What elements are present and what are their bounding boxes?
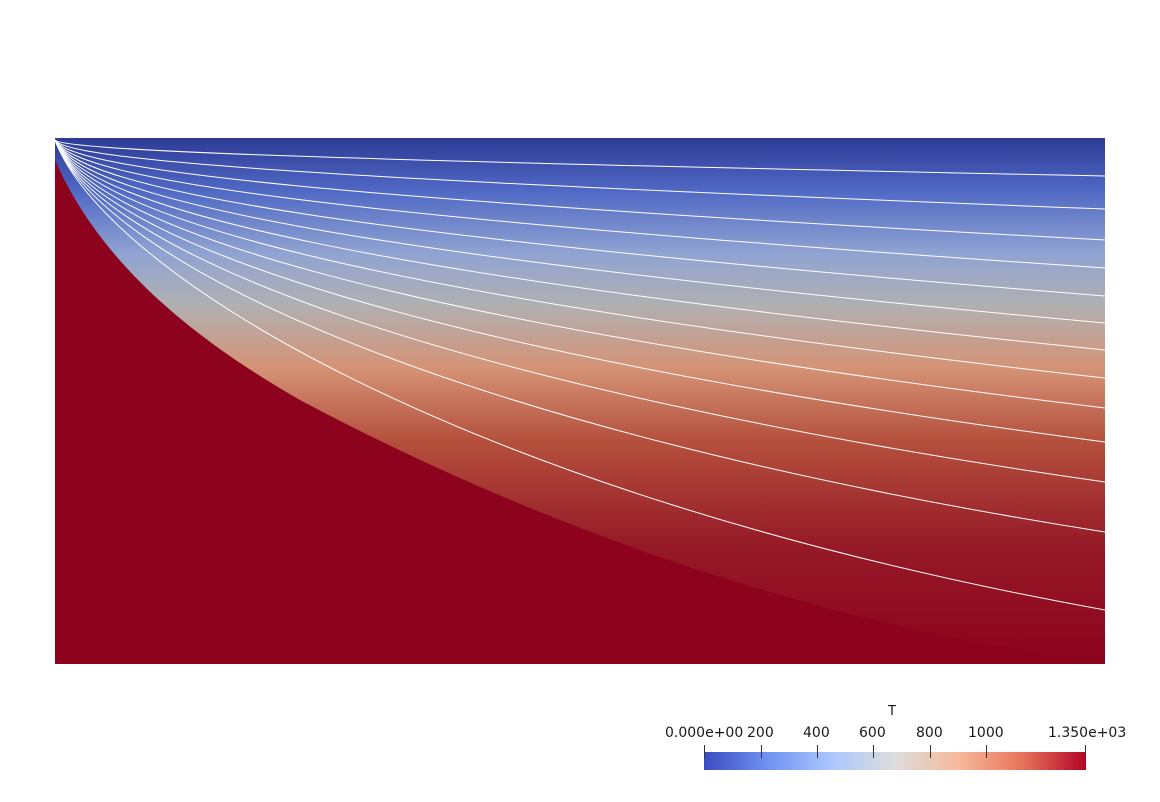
colorbar-min-label: 0.000e+00 — [665, 725, 744, 741]
isotherm-line — [55, 139, 1105, 351]
colorbar — [704, 752, 1086, 770]
isotherm-line — [55, 139, 1105, 483]
colorbar-tick-label-400: 400 — [803, 725, 830, 741]
colorbar-tick-min — [704, 745, 705, 758]
isotherm-line — [55, 139, 1105, 241]
isotherm-line — [55, 139, 1105, 443]
colorbar-tick-label-800: 800 — [916, 725, 943, 741]
isotherm-line — [55, 139, 1105, 611]
isotherm-line — [55, 139, 1105, 324]
isotherm-line — [55, 139, 1105, 269]
isotherm-line — [55, 139, 1105, 409]
colorbar-tick-1000 — [986, 745, 987, 758]
field-gradient-region — [55, 138, 1105, 660]
colorbar-tick-200 — [761, 745, 762, 758]
colorbar-tick-600 — [873, 745, 874, 758]
isotherm-line — [55, 139, 1105, 379]
colorbar-tick-max — [1085, 745, 1086, 758]
colorbar-tick-800 — [930, 745, 931, 758]
isotherm-lines — [55, 139, 1105, 611]
colorbar-title: T — [888, 704, 896, 719]
isotherm-line — [55, 139, 1105, 297]
colorbar-max-label: 1.350e+03 — [1048, 725, 1127, 741]
isotherm-line — [55, 139, 1105, 533]
colorbar-tick-label-200: 200 — [747, 725, 774, 741]
isotherm-line — [55, 139, 1105, 210]
temperature-field — [55, 138, 1105, 664]
isotherm-line — [55, 139, 1105, 177]
colorbar-tick-400 — [817, 745, 818, 758]
colorbar-tick-label-600: 600 — [859, 725, 886, 741]
colorbar-tick-label-1000: 1000 — [968, 725, 1004, 741]
